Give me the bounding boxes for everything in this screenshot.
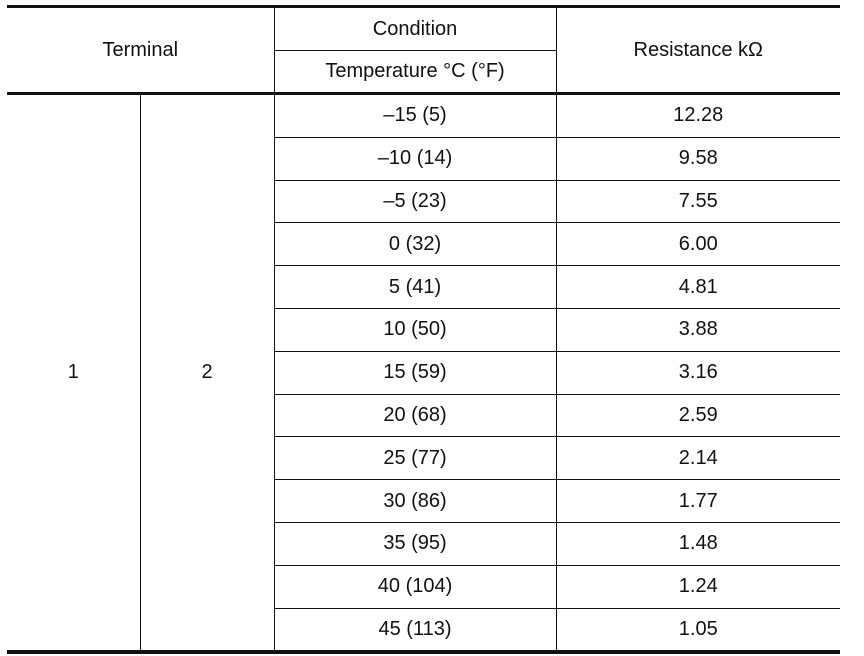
resistance-cell: 6.00 — [555, 222, 841, 267]
temperature-cell: –15 (5) — [273, 93, 557, 138]
resistance-cell: 3.88 — [555, 307, 841, 352]
resistance-cell: 7.55 — [555, 179, 841, 224]
condition-header: Condition — [273, 6, 557, 51]
temperature-cell: –5 (23) — [274, 179, 557, 224]
temperature-cell: 15 (59) — [274, 350, 557, 395]
thermistor-resistance-table: Terminal Condition Resistance kΩ Tempera… — [7, 5, 841, 655]
temperature-header: Temperature °C (°F) — [274, 50, 557, 95]
terminal-1-cell: 1 — [7, 93, 141, 653]
temperature-cell: 5 (41) — [274, 265, 557, 309]
resistance-cell: 1.48 — [555, 521, 841, 566]
resistance-table-container: Terminal Condition Resistance kΩ Tempera… — [7, 5, 841, 655]
temperature-cell: 20 (68) — [274, 393, 557, 438]
resistance-cell: 2.14 — [555, 436, 841, 481]
temperature-cell: 25 (77) — [274, 436, 557, 481]
resistance-cell: 1.05 — [555, 607, 841, 653]
temperature-cell: 0 (32) — [274, 222, 557, 267]
resistance-cell: 4.81 — [555, 265, 841, 309]
resistance-cell: 12.28 — [555, 93, 841, 138]
temperature-cell: 30 (86) — [274, 479, 557, 523]
temperature-cell: 40 (104) — [274, 564, 557, 609]
temperature-cell: –10 (14) — [274, 136, 557, 181]
temperature-cell: 45 (113) — [274, 607, 557, 653]
resistance-cell: 2.59 — [555, 393, 841, 438]
resistance-cell: 9.58 — [555, 136, 841, 181]
resistance-cell: 1.77 — [555, 479, 841, 523]
resistance-header: Resistance kΩ — [555, 6, 841, 95]
temperature-cell: 35 (95) — [274, 521, 557, 566]
resistance-cell: 1.24 — [555, 564, 841, 609]
terminal-2-cell: 2 — [139, 93, 275, 653]
temperature-cell: 10 (50) — [274, 307, 557, 352]
resistance-cell: 3.16 — [555, 350, 841, 395]
terminal-header: Terminal — [7, 6, 275, 95]
